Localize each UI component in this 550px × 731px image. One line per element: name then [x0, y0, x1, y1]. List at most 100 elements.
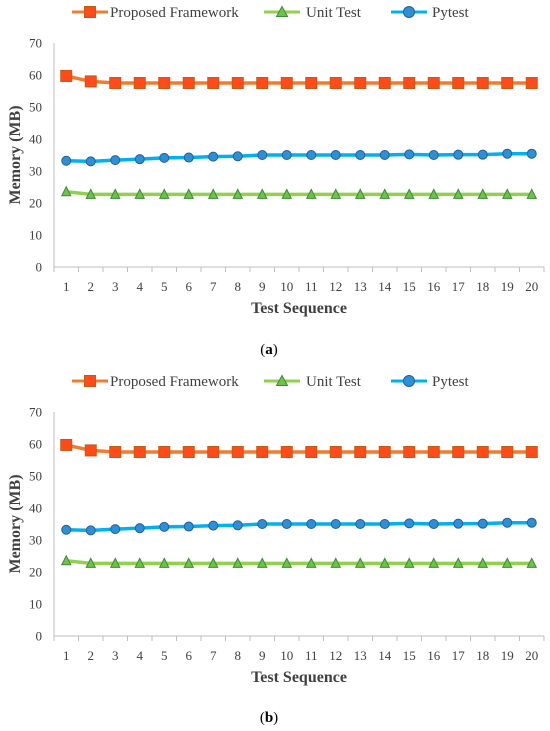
data-point-pytest-a	[208, 151, 219, 162]
x-tick-label-a: 19	[501, 279, 514, 294]
x-tick-label-b: 2	[88, 648, 95, 663]
x-tick-label-b: 4	[137, 648, 144, 663]
data-point-unit-test-a	[428, 188, 440, 199]
x-tick-label-a: 12	[329, 279, 342, 294]
data-point-unit-test-b	[428, 557, 440, 568]
x-tick-label-b: 8	[235, 648, 242, 663]
data-point-pytest-b	[330, 519, 341, 529]
data-point-unit-test-b	[501, 557, 513, 568]
y-tick-label-b: 10	[29, 597, 42, 612]
data-point-pytest-b	[379, 519, 390, 529]
data-point-pytest-b	[232, 520, 243, 531]
data-point-unit-test-a	[305, 188, 317, 199]
data-point-unit-test-b	[256, 557, 268, 568]
x-tick-label-a: 20	[525, 279, 538, 294]
data-point-proposed-framework-b	[329, 446, 342, 458]
x-tick-label-b: 14	[378, 648, 392, 663]
data-point-proposed-framework-a	[84, 75, 97, 88]
data-point-unit-test-b	[232, 557, 244, 568]
legend-label-proposed-framework-a: Proposed Framework	[110, 5, 239, 21]
x-tick-label-a: 13	[354, 279, 367, 294]
data-point-pytest-a	[355, 150, 366, 160]
x-tick-label-b: 7	[210, 648, 217, 663]
data-point-pytest-b	[306, 519, 317, 529]
x-tick-label-a: 16	[427, 279, 441, 294]
data-point-unit-test-b	[330, 557, 342, 568]
data-point-pytest-b	[502, 517, 513, 528]
data-point-proposed-framework-b	[305, 446, 318, 458]
figure-caption-b: (b)	[260, 710, 278, 726]
y-tick-label-a: 60	[29, 68, 42, 83]
data-point-unit-test-b	[60, 554, 72, 566]
data-point-unit-test-a	[501, 188, 513, 199]
data-point-proposed-framework-a	[280, 77, 293, 89]
x-axis-title-b: Test Sequence	[251, 669, 347, 686]
data-point-unit-test-b	[109, 557, 121, 568]
data-point-unit-test-b	[452, 557, 464, 568]
data-point-proposed-framework-a	[329, 77, 342, 89]
x-tick-label-a: 17	[452, 279, 466, 294]
legend-label-proposed-framework-b: Proposed Framework	[110, 374, 239, 390]
x-tick-label-a: 2	[88, 279, 95, 294]
legend-label-pytest-a: Pytest	[432, 5, 470, 21]
y-tick-label-a: 10	[29, 228, 42, 243]
data-point-pytest-b	[526, 517, 537, 528]
x-tick-label-b: 17	[452, 648, 466, 663]
x-tick-label-b: 20	[525, 648, 538, 663]
data-point-pytest-a	[404, 149, 415, 160]
data-point-pytest-a	[526, 148, 537, 159]
x-tick-label-b: 19	[501, 648, 514, 663]
legend-circle-marker-a	[403, 6, 415, 18]
y-tick-label-a: 50	[29, 100, 42, 115]
data-point-proposed-framework-a	[158, 77, 171, 89]
data-point-pytest-a	[61, 155, 72, 166]
x-tick-label-b: 5	[161, 648, 168, 663]
y-axis-title-b: Memory (MB)	[7, 474, 24, 573]
x-tick-label-a: 15	[403, 279, 416, 294]
y-tick-label-b: 60	[29, 437, 42, 452]
y-tick-label-b: 20	[29, 565, 42, 580]
data-point-pytest-a	[134, 154, 145, 165]
data-point-pytest-b	[134, 523, 145, 534]
x-tick-label-b: 9	[259, 648, 266, 663]
x-tick-label-b: 1	[63, 648, 70, 663]
data-point-proposed-framework-b	[182, 446, 195, 458]
data-point-proposed-framework-b	[231, 446, 244, 458]
data-point-pytest-a	[232, 151, 243, 162]
data-point-unit-test-a	[452, 188, 464, 199]
data-point-unit-test-a	[330, 188, 342, 199]
data-point-pytest-a	[330, 150, 341, 160]
data-point-unit-test-a	[85, 188, 97, 199]
data-point-unit-test-a	[158, 188, 170, 199]
x-tick-label-b: 13	[354, 648, 367, 663]
figure-caption-a: (a)	[260, 342, 278, 358]
y-tick-label-a: 40	[29, 132, 42, 147]
legend-a: Proposed Framework Unit Test Pytest	[72, 5, 470, 21]
data-point-proposed-framework-b	[476, 446, 489, 458]
data-point-pytest-a	[453, 149, 464, 160]
data-point-pytest-a	[379, 150, 390, 160]
data-point-unit-test-b	[85, 557, 97, 568]
data-point-pytest-a	[85, 156, 96, 167]
y-tick-label-a: 70	[29, 36, 42, 51]
data-point-pytest-a	[502, 148, 513, 159]
data-point-unit-test-a	[477, 188, 489, 199]
data-point-proposed-framework-a	[525, 77, 538, 89]
data-point-proposed-framework-a	[60, 69, 73, 82]
y-tick-label-a: 20	[29, 196, 42, 211]
data-point-unit-test-a	[134, 188, 146, 199]
data-point-proposed-framework-b	[452, 446, 465, 458]
data-point-proposed-framework-b	[158, 446, 171, 458]
legend-item-proposed-framework-b: Proposed Framework	[72, 374, 239, 390]
data-point-proposed-framework-b	[84, 444, 97, 457]
x-tick-label-a: 5	[161, 279, 168, 294]
legend-item-unit-test-a: Unit Test	[264, 5, 362, 21]
data-point-proposed-framework-a	[427, 77, 440, 89]
legend-label-pytest-b: Pytest	[432, 374, 470, 390]
legend-triangle-marker-b	[275, 374, 289, 386]
x-tick-label-a: 8	[235, 279, 242, 294]
x-tick-label-b: 15	[403, 648, 416, 663]
data-point-proposed-framework-a	[305, 77, 318, 89]
data-point-proposed-framework-b	[501, 446, 514, 458]
